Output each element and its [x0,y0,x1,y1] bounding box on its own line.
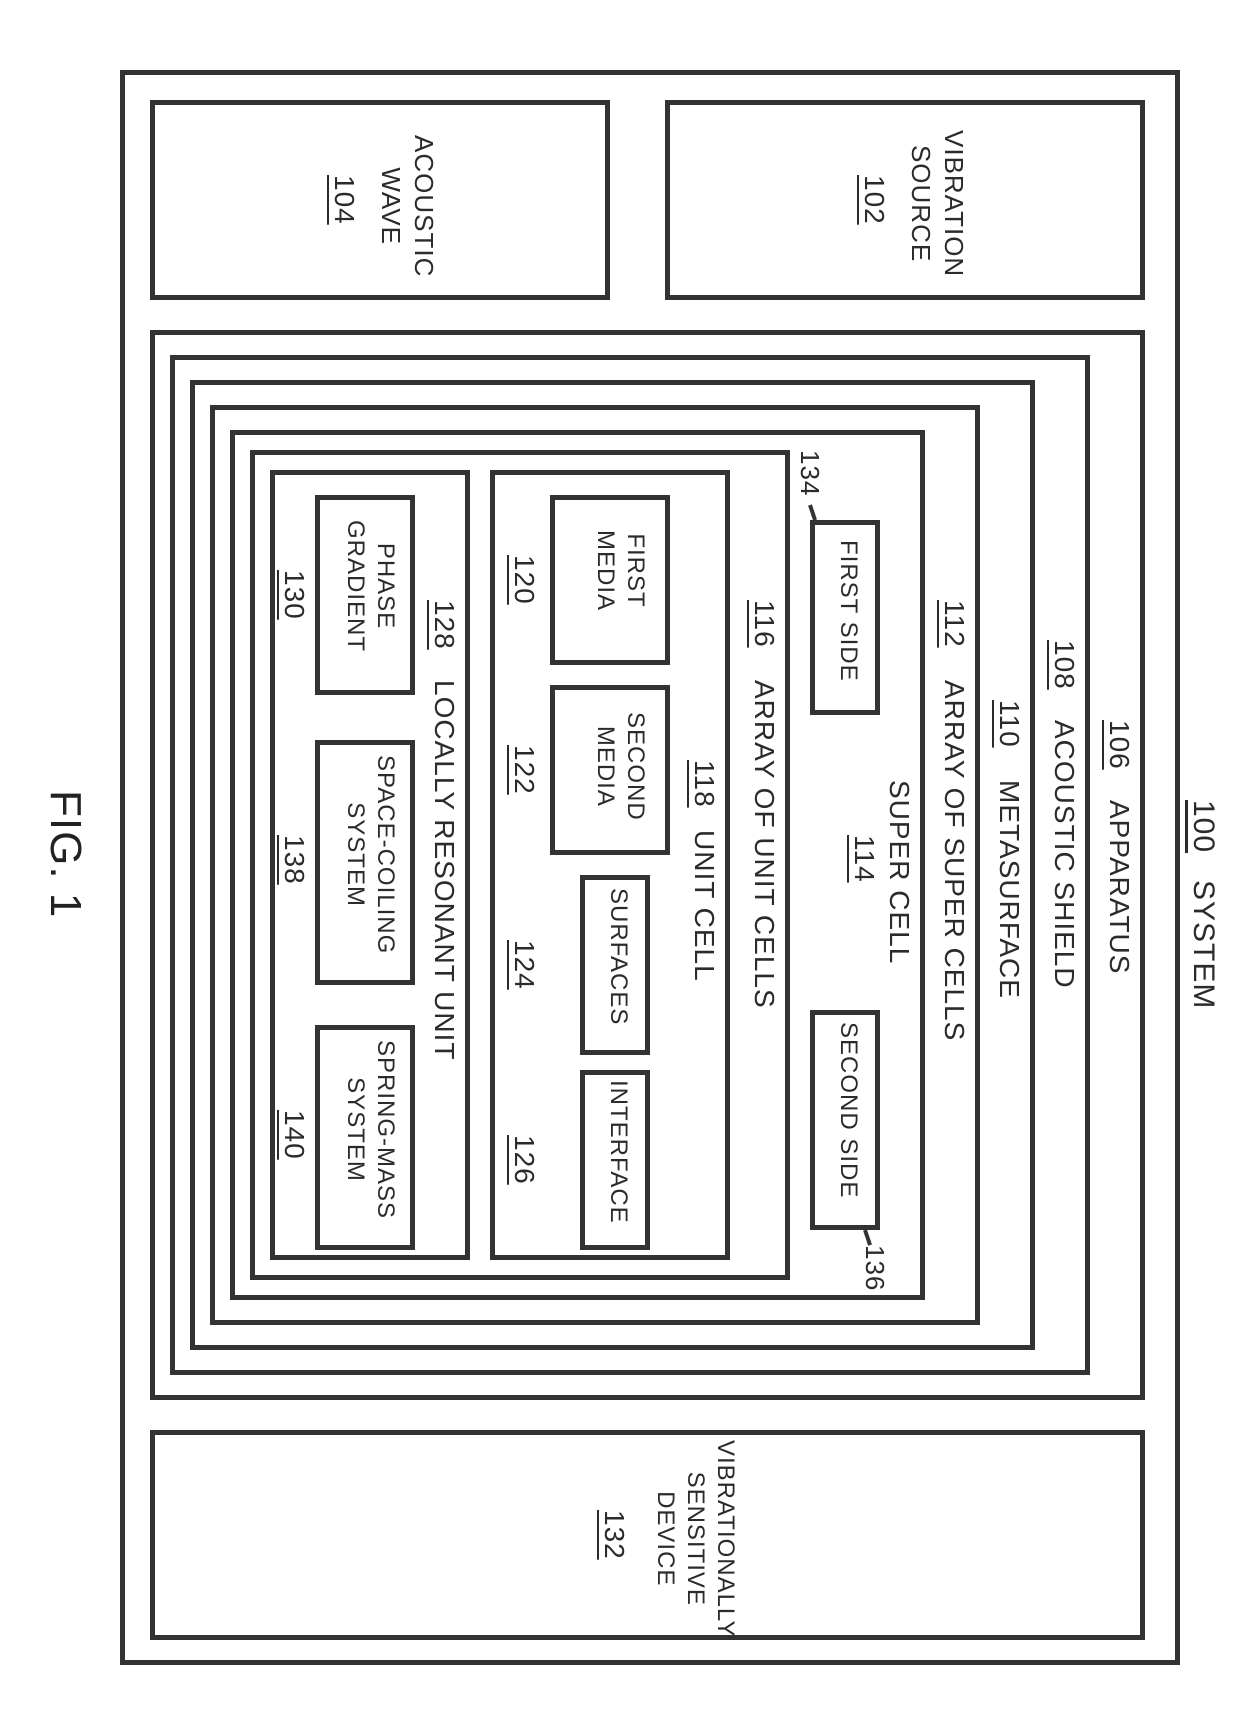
first-media-ref: 120 [508,555,540,605]
phase-gradient-label: PHASEGRADIENT [340,520,400,652]
diagram-canvas: SYSTEM 100 VIBRATIONSOURCE 102 ACOUSTICWAVE 1… [0,0,1240,1735]
first-media-label: FIRSTMEDIA [590,530,650,611]
apparatus-ref: 106 [1103,720,1135,770]
figure-label: FIG. 1 [40,790,90,918]
apparatus-label: APPARATUS [1103,800,1135,974]
array-unit-cells-label: ARRAY OF UNIT CELLS [748,680,780,1009]
surfaces-label: SURFACES [604,888,632,1025]
phase-gradient-ref: 130 [278,570,310,620]
unit-cell-ref: 118 [688,760,720,808]
super-cell-label: SUPER CELL [883,780,915,964]
locally-resonant-unit-label: LOCALLY RESONANT UNIT [428,680,460,1060]
locally-resonant-unit-ref: 128 [428,600,460,650]
spring-mass-system-ref: 140 [278,1110,310,1160]
super-cell-ref: 114 [848,835,880,883]
first-side-label: FIRST SIDE [834,540,862,682]
array-super-cells-label: ARRAY OF SUPER CELLS [938,680,970,1041]
second-side-label: SECOND SIDE [834,1022,862,1198]
space-coiling-system-label: SPACE-COILINGSYSTEM [340,755,400,954]
first-side-callout-ref: 134 [794,450,825,496]
system-title: SYSTEM [1186,880,1220,1009]
interface-label: INTERFACE [604,1080,632,1224]
second-media-label: SECONDMEDIA [590,712,650,821]
acoustic-wave-ref: 104 [328,175,360,225]
unit-cell-label: UNIT CELL [688,830,720,982]
second-side-callout-ref: 136 [859,1245,890,1291]
vibration-source-ref: 102 [858,175,890,225]
metasurface-label: METASURFACE [993,780,1025,999]
system-ref-above: 100 [1186,800,1220,853]
array-super-cells-ref: 112 [938,600,970,648]
vibrationally-sensitive-device-box [150,1430,1145,1640]
vibrationally-sensitive-device-label: VIBRATIONALLYSENSITIVEDEVICE [650,1440,740,1638]
spring-mass-system-label: SPRING-MASSSYSTEM [340,1040,400,1219]
acoustic-wave-label: ACOUSTICWAVE [375,135,440,277]
metasurface-ref: 110 [993,700,1025,748]
second-media-ref: 122 [508,745,540,795]
interface-ref: 126 [508,1135,540,1185]
surfaces-ref: 124 [508,940,540,990]
vibrationally-sensitive-device-ref: 132 [598,1510,630,1560]
space-coiling-system-ref: 138 [278,835,310,885]
vibration-source-label: VIBRATIONSOURCE [905,130,970,277]
array-unit-cells-ref: 116 [748,600,780,648]
acoustic-shield-label: ACOUSTIC SHIELD [1048,720,1080,989]
acoustic-shield-ref: 108 [1048,640,1080,690]
